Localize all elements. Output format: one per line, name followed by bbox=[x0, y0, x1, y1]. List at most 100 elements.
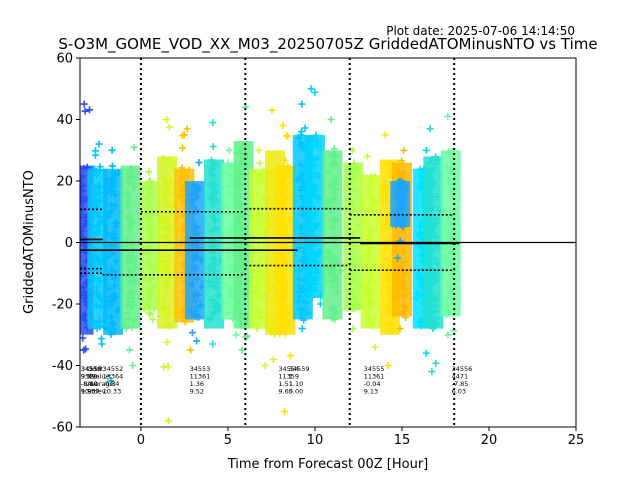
scatter-point bbox=[255, 146, 263, 154]
scatter-point bbox=[444, 331, 452, 339]
y-axis-label: GriddedATOMinusNTO bbox=[22, 170, 37, 314]
scatter-series bbox=[184, 159, 205, 345]
stat-label: 34554 11359 1.51 9.65 bbox=[278, 365, 299, 396]
y-tick-label: -40 bbox=[52, 359, 73, 374]
scatter-point bbox=[145, 168, 153, 176]
scatter-point bbox=[195, 159, 203, 167]
scatter-point bbox=[396, 325, 404, 333]
scatter-point bbox=[238, 346, 246, 354]
x-tick-label: 0 bbox=[137, 433, 145, 448]
scatter-series bbox=[157, 116, 177, 425]
chart-title: S-O3M_GOME_VOD_XX_M03_20250705Z GriddedA… bbox=[58, 35, 597, 54]
scatter-point bbox=[146, 310, 154, 318]
scatter-point bbox=[381, 131, 389, 139]
scatter-point bbox=[107, 377, 115, 385]
scatter-series bbox=[304, 85, 325, 308]
y-tick-label: 20 bbox=[56, 175, 73, 190]
scatter-point bbox=[178, 132, 186, 139]
scatter-point bbox=[126, 346, 134, 354]
scatter-point bbox=[298, 100, 306, 108]
scatter-point bbox=[283, 132, 291, 140]
scatter-core bbox=[322, 150, 343, 320]
scatter-series bbox=[392, 146, 412, 333]
scatter-point bbox=[80, 100, 88, 108]
stat-label: 34556 9.79 -8.10 9.90 bbox=[81, 365, 102, 396]
scatter-point bbox=[179, 144, 186, 152]
plot-date: Plot date: 2025-07-06 14:14:50 bbox=[386, 24, 575, 38]
axes-layer: 0 5 10 15 20 25 -60 -40 -20 0 20 40 60 bbox=[52, 52, 585, 449]
y-tick-label: 60 bbox=[56, 52, 73, 67]
scatter-point bbox=[86, 106, 93, 114]
scatter-series bbox=[139, 168, 160, 323]
scatter-point bbox=[327, 116, 335, 123]
scatter-point bbox=[371, 343, 379, 351]
scatter-point bbox=[311, 89, 319, 96]
scatter-point bbox=[193, 337, 201, 345]
scatter-series bbox=[87, 140, 108, 348]
scatter-series bbox=[390, 177, 411, 262]
scatter-series bbox=[233, 103, 254, 354]
scatter-point bbox=[394, 254, 402, 262]
x-axis-label: Time from Forecast 00Z [Hour] bbox=[227, 457, 429, 472]
scatter-point bbox=[363, 152, 371, 160]
scatter-series bbox=[103, 146, 124, 385]
scatter-point bbox=[130, 143, 138, 151]
x-tick-label: 25 bbox=[568, 433, 585, 448]
scatter-point bbox=[108, 162, 116, 170]
scatter-point bbox=[80, 346, 88, 354]
y-tick-label: -20 bbox=[52, 298, 73, 313]
scatter-core bbox=[343, 162, 364, 311]
scatter-point bbox=[307, 85, 315, 93]
stat-label: 34555 11361 -0.04 9.13 bbox=[364, 365, 385, 396]
scatter-point bbox=[98, 340, 106, 348]
scatter-point bbox=[95, 140, 103, 148]
scatter-point bbox=[163, 338, 171, 346]
scatter-point bbox=[281, 156, 289, 164]
scatter-point bbox=[91, 151, 99, 159]
x-tick-label: 5 bbox=[224, 433, 232, 448]
stat-label: 34556 4471 -7.85 6.03 bbox=[452, 365, 473, 396]
scatter-core bbox=[103, 168, 124, 335]
scatter-point bbox=[384, 362, 392, 369]
scatter-point bbox=[183, 125, 191, 133]
scatter-point bbox=[444, 112, 452, 120]
scatter-core bbox=[233, 141, 254, 329]
scatter-point bbox=[225, 146, 233, 154]
scatter-core bbox=[360, 174, 381, 329]
scatter-point bbox=[164, 363, 172, 371]
scatter-point bbox=[268, 106, 276, 114]
scatter-point bbox=[209, 143, 217, 150]
x-tick-label: 15 bbox=[394, 433, 411, 448]
scatter-point bbox=[163, 116, 171, 123]
y-tick-label: 0 bbox=[65, 236, 73, 251]
scatter-point bbox=[422, 349, 430, 357]
stat-label: Orbit: Nvalue: Average: Stdev: bbox=[87, 365, 116, 396]
scatter-core bbox=[120, 165, 141, 329]
scatter-point bbox=[209, 340, 217, 348]
scatter-point bbox=[149, 315, 157, 323]
y-tick-label: -60 bbox=[52, 421, 73, 436]
scatter-core bbox=[204, 159, 224, 329]
x-tick-label: 10 bbox=[307, 433, 324, 448]
scatter-point bbox=[432, 359, 440, 367]
x-tick-label: 20 bbox=[481, 433, 498, 448]
scatter-layer bbox=[80, 85, 461, 425]
scatter-point bbox=[428, 368, 436, 376]
scatter-point bbox=[298, 128, 306, 135]
scatter-point bbox=[298, 325, 306, 333]
scatter-point bbox=[145, 309, 153, 317]
scatter-point bbox=[188, 329, 196, 337]
stat-label: 34550 9529 -8.80 10.37 bbox=[81, 365, 102, 396]
scatter-point bbox=[187, 346, 194, 354]
scatter-point bbox=[164, 417, 172, 425]
y-tick-label: 40 bbox=[56, 113, 73, 128]
scatter-point bbox=[209, 119, 217, 127]
scatter-point bbox=[270, 355, 277, 363]
scatter-point bbox=[301, 124, 309, 132]
scatter-series bbox=[322, 116, 344, 323]
scatter-point bbox=[279, 122, 287, 130]
scatter-series bbox=[360, 152, 381, 351]
